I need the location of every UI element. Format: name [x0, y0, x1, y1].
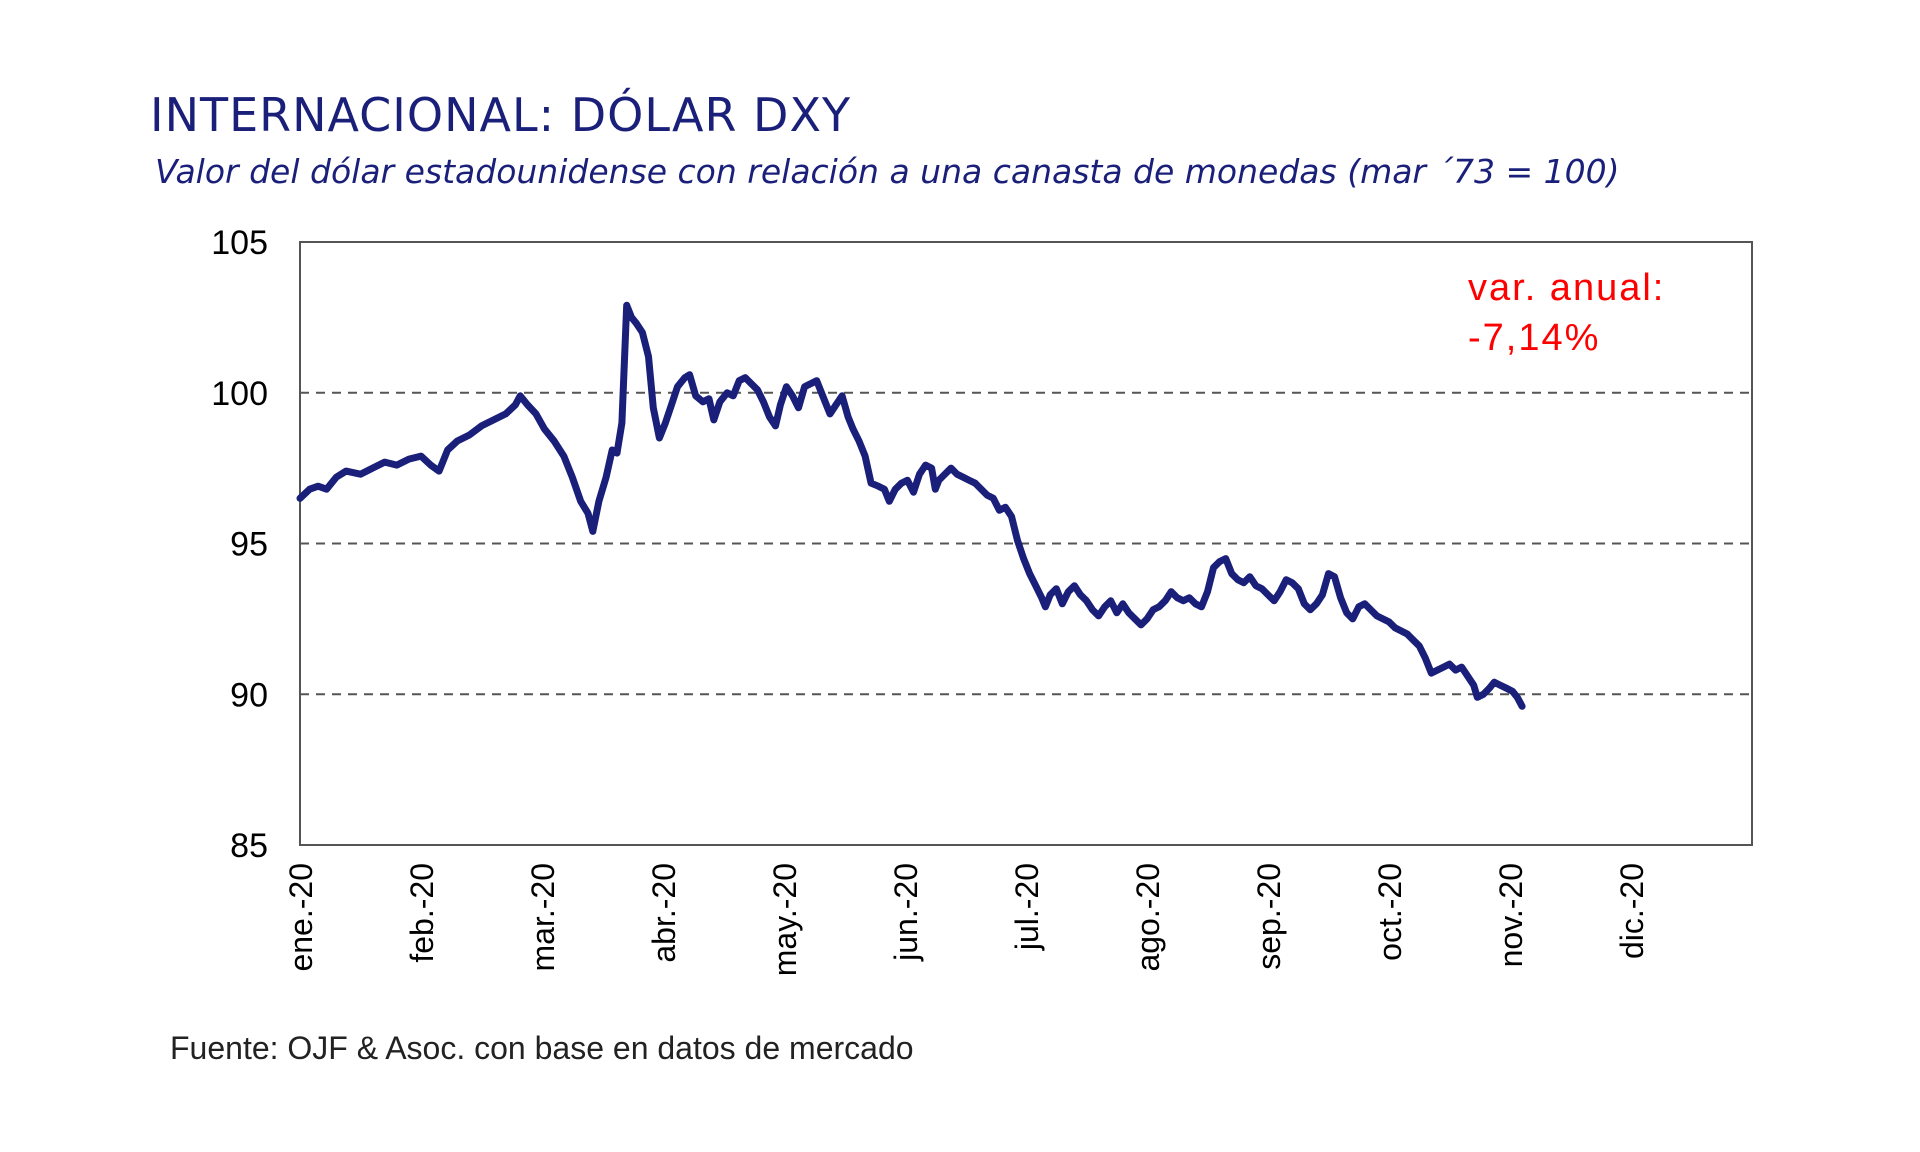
y-tick-label: 95	[230, 526, 268, 564]
chart-title: INTERNACIONAL: DÓLAR DXY	[150, 88, 852, 142]
x-tick-label: oct.-20	[1372, 863, 1408, 961]
x-tick-label: ene.-20	[283, 863, 319, 972]
x-tick-label: may.-20	[767, 863, 803, 976]
y-tick-label: 105	[211, 224, 268, 262]
x-tick-label: sep.-20	[1251, 863, 1287, 970]
x-tick-label: nov.-20	[1493, 863, 1529, 967]
x-tick-label: dic.-20	[1614, 863, 1650, 959]
y-tick-label: 100	[211, 375, 268, 413]
y-tick-label: 90	[230, 676, 268, 714]
gridlines	[300, 391, 1752, 696]
annotation-value: -7,14%	[1468, 317, 1600, 359]
x-tick-label: jun.-20	[888, 863, 924, 962]
x-tick-label: abr.-20	[646, 863, 682, 963]
series-line-dxy	[296, 301, 1526, 710]
source-note: Fuente: OJF & Asoc. con base en datos de…	[170, 1030, 914, 1066]
annotation-label: var. anual:	[1468, 267, 1665, 309]
x-tick-label: mar.-20	[525, 863, 561, 971]
x-tick-label: jul.-20	[1009, 863, 1045, 951]
y-axis-ticks: 85 90 95 100 105	[211, 224, 268, 865]
x-axis-ticks: ene.-20 feb.-20 mar.-20 abr.-20 may.-20 jun.-…	[283, 863, 1650, 976]
plot-frame	[299, 241, 1753, 846]
chart-subtitle: Valor del dólar estadounidense con relac…	[155, 152, 1620, 191]
x-tick-label: ago.-20	[1130, 863, 1166, 972]
x-tick-label: feb.-20	[404, 863, 440, 963]
y-tick-label: 85	[230, 827, 268, 865]
